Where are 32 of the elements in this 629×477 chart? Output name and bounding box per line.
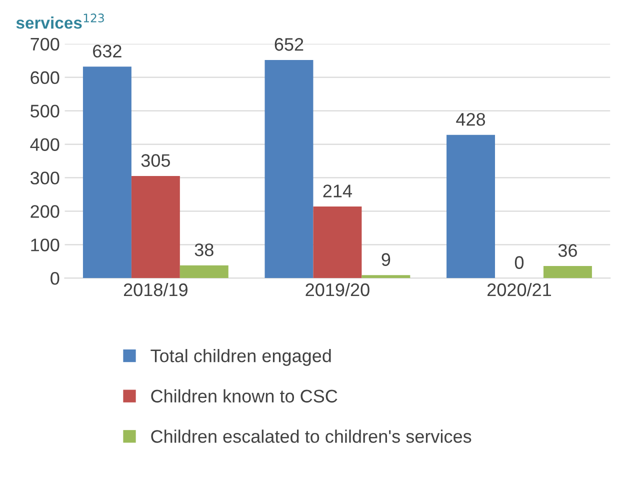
data-label: 0 — [514, 256, 524, 269]
bar — [362, 275, 410, 278]
y-tick-label: 200 — [30, 205, 60, 218]
bar — [131, 176, 180, 278]
data-label: 38 — [194, 243, 214, 256]
legend-label: Total children engaged — [150, 349, 331, 366]
chart-title: services$^{123}$ — [16, 14, 104, 29]
data-label: 632 — [93, 44, 122, 58]
bar — [446, 134, 495, 278]
data-label: 652 — [274, 38, 304, 51]
y-tick-label: 400 — [30, 138, 60, 151]
data-label: 305 — [141, 154, 170, 167]
bar — [264, 60, 314, 278]
legend-label: Children known to CSC — [151, 389, 338, 403]
y-tick-label: 600 — [30, 71, 60, 84]
bar — [543, 266, 592, 278]
x-tick-label: 2020/21 — [488, 282, 551, 296]
legend-label: Children escalated to children's services — [151, 430, 472, 443]
bar — [313, 206, 362, 278]
bar — [180, 265, 228, 278]
y-tick-label: 700 — [30, 38, 60, 51]
y-tick-label: 100 — [31, 238, 60, 252]
data-label: 9 — [382, 253, 390, 266]
x-tick-label: 2018/19 — [124, 282, 188, 296]
bar — [82, 66, 132, 278]
data-label: 428 — [456, 112, 486, 126]
y-tick-label: 500 — [30, 104, 60, 118]
y-tick-label: 0 — [50, 272, 60, 285]
x-tick-label: 2019/20 — [306, 282, 370, 296]
y-tick-label: 300 — [30, 172, 60, 184]
data-label: 214 — [323, 184, 352, 198]
data-label: 36 — [558, 244, 577, 257]
